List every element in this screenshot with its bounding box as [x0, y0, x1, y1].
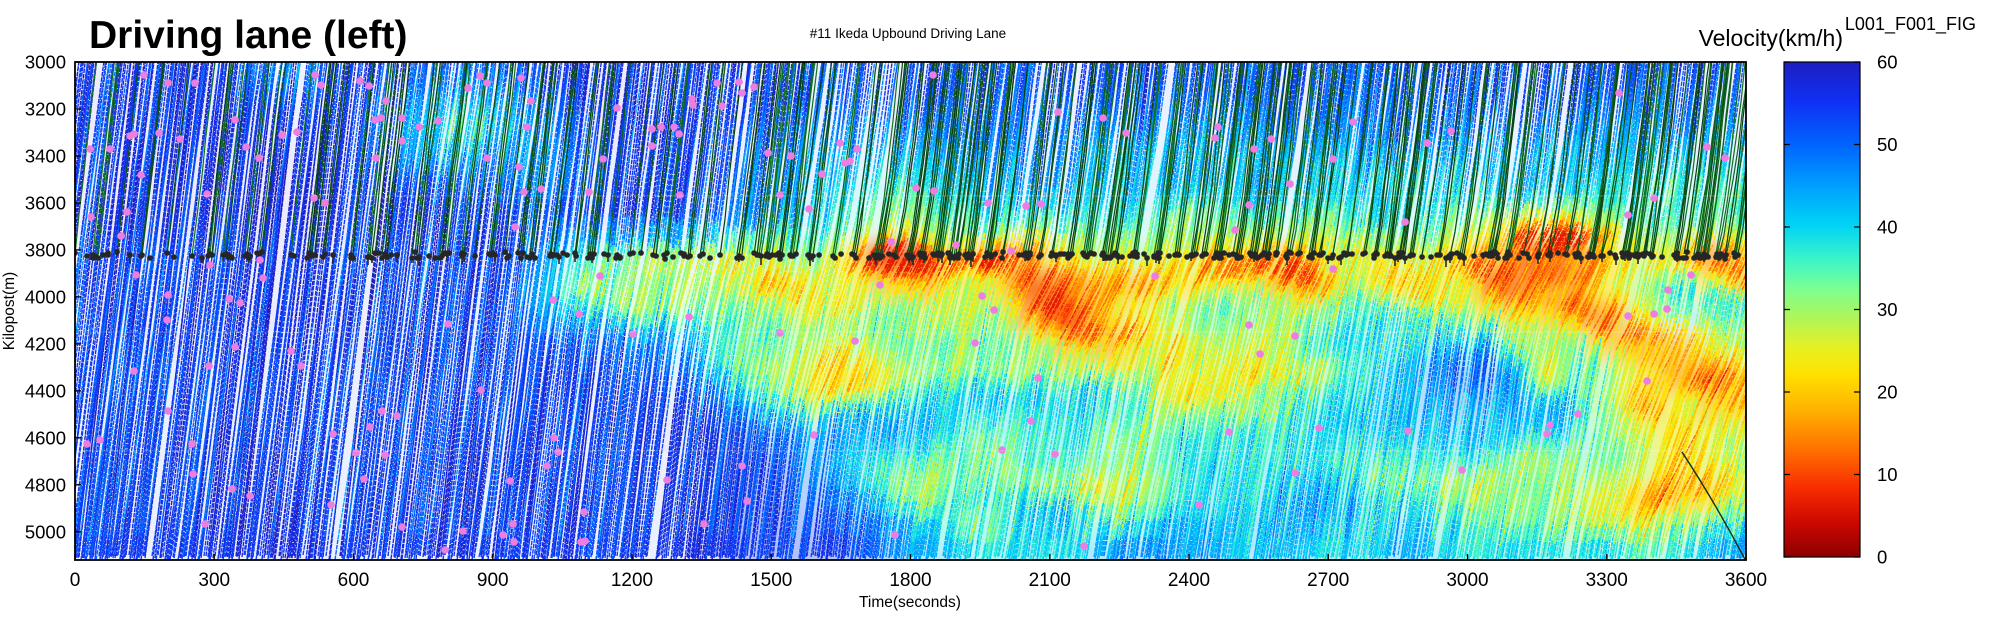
- svg-text:900: 900: [477, 570, 509, 591]
- svg-text:Velocity(km/h): Velocity(km/h): [1699, 25, 1843, 51]
- svg-text:3400: 3400: [25, 145, 66, 166]
- svg-text:30: 30: [1877, 299, 1898, 320]
- svg-text:20: 20: [1877, 382, 1898, 403]
- svg-text:10: 10: [1877, 464, 1898, 485]
- svg-text:4400: 4400: [25, 380, 66, 401]
- svg-text:3600: 3600: [25, 192, 66, 213]
- svg-text:0: 0: [1877, 547, 1887, 568]
- svg-text:L001_F001_FIG: L001_F001_FIG: [1845, 14, 1976, 35]
- svg-text:3800: 3800: [25, 239, 66, 260]
- svg-text:2700: 2700: [1307, 570, 1349, 591]
- svg-text:2400: 2400: [1168, 570, 1210, 591]
- svg-text:5000: 5000: [25, 521, 66, 542]
- svg-text:300: 300: [198, 570, 230, 591]
- svg-text:60: 60: [1877, 52, 1898, 73]
- svg-text:600: 600: [338, 570, 370, 591]
- svg-text:1200: 1200: [611, 570, 653, 591]
- svg-text:Driving lane (left): Driving lane (left): [89, 14, 408, 57]
- svg-text:0: 0: [70, 570, 81, 591]
- svg-text:2100: 2100: [1029, 570, 1071, 591]
- svg-text:3600: 3600: [1725, 570, 1767, 591]
- svg-text:50: 50: [1877, 134, 1898, 155]
- svg-text:4800: 4800: [25, 474, 66, 495]
- svg-text:4200: 4200: [25, 333, 66, 354]
- svg-text:4000: 4000: [25, 286, 66, 307]
- svg-text:Time(seconds): Time(seconds): [859, 594, 961, 611]
- svg-text:1500: 1500: [750, 570, 792, 591]
- svg-text:3300: 3300: [1586, 570, 1628, 591]
- svg-text:4600: 4600: [25, 427, 66, 448]
- svg-text:1800: 1800: [889, 570, 931, 591]
- svg-text:3000: 3000: [1446, 570, 1488, 591]
- svg-text:Kilopost(m): Kilopost(m): [1, 272, 18, 350]
- svg-text:3000: 3000: [25, 52, 66, 73]
- svg-text:40: 40: [1877, 217, 1898, 238]
- svg-text:3200: 3200: [25, 98, 66, 119]
- svg-text:#11 Ikeda Upbound Driving Lane: #11 Ikeda Upbound Driving Lane: [810, 26, 1006, 41]
